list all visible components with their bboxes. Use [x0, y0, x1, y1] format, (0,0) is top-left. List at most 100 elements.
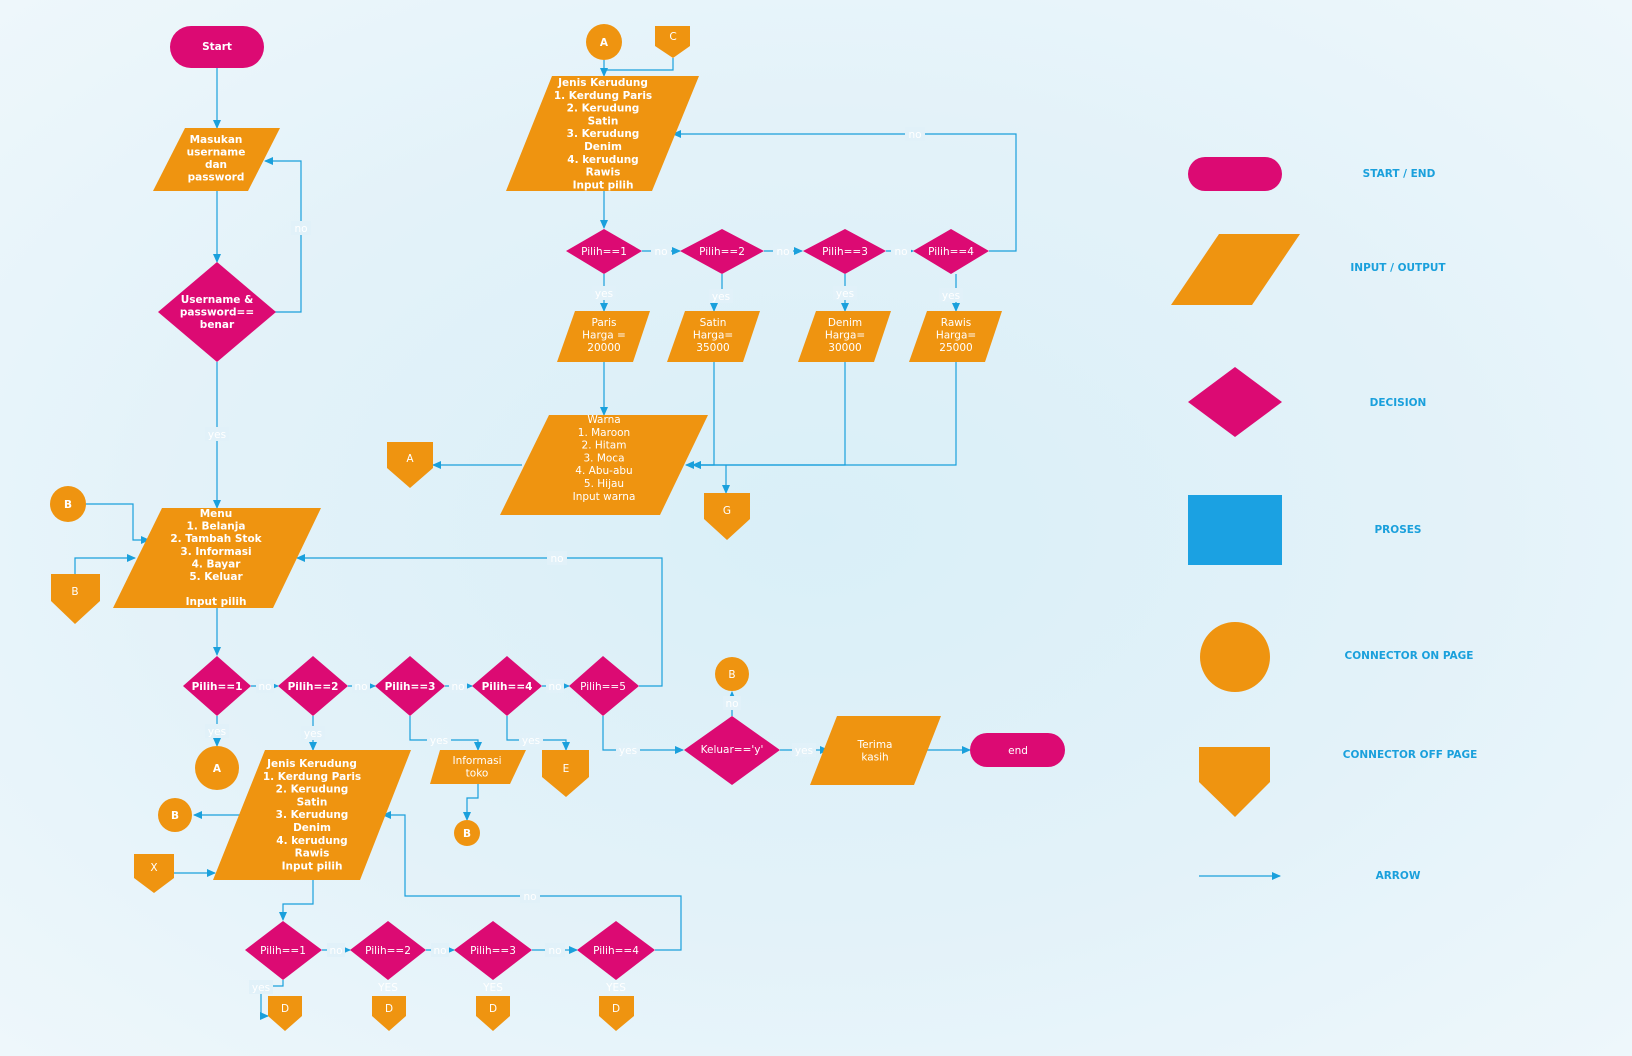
- rawis-harga-text: Rawis Harga= 25000: [936, 317, 976, 354]
- offpage-d4-label: D: [612, 1003, 620, 1015]
- label-m2-no: no: [352, 679, 370, 693]
- connector-a-menu: A: [195, 746, 239, 790]
- menu-decision-pilih1: Pilih==1: [183, 656, 251, 716]
- legend-terminal-shape: [1188, 157, 1282, 191]
- label-t2-yes: yes: [709, 289, 733, 303]
- text-line: 2. Kerudung: [276, 784, 349, 796]
- text-line: Harga=: [936, 330, 976, 342]
- login-check-decision: Username & password== benar: [158, 262, 276, 362]
- legend-connector-on-page-label: CONNECTOR ON PAGE: [1345, 650, 1474, 662]
- text-line: Username &: [181, 294, 254, 306]
- text-line: Harga =: [582, 330, 626, 342]
- stock-decision-pilih3-label: Pilih==3: [470, 945, 516, 957]
- svg-text:no: no: [550, 553, 563, 565]
- text-line: benar: [200, 319, 235, 331]
- legend-arrow-label: ARROW: [1376, 870, 1421, 882]
- terima-kasih-text: Terima kasih: [857, 739, 893, 764]
- legend-proses-label: PROSES: [1374, 524, 1421, 536]
- edge-satin-warna: [692, 362, 715, 469]
- label-keluar-yes: yes: [792, 743, 816, 757]
- start-label: Start: [202, 41, 232, 53]
- legend-decision: DECISION: [1188, 367, 1426, 437]
- denim-harga-text: Denim Harga= 30000: [825, 317, 865, 354]
- text-line: 3. Informasi: [180, 546, 251, 558]
- text-line: Satin: [700, 317, 727, 329]
- label-s2-yes: YES: [377, 982, 398, 994]
- text-line: 2. Kerudung: [567, 103, 640, 115]
- connector-b-keluar: B: [715, 657, 749, 691]
- keluar-decision: Keluar=='y': [684, 716, 780, 785]
- stock-decision-pilih4-label: Pilih==4: [593, 945, 639, 957]
- menu-decision-pilih3-label: Pilih==3: [385, 681, 436, 693]
- svg-text:no: no: [451, 681, 464, 693]
- text-line: Denim: [828, 317, 862, 329]
- login-input-text: Masukan username dan password: [187, 134, 246, 184]
- text-line: 25000: [939, 342, 972, 354]
- legend-connector-on-page: CONNECTOR ON PAGE: [1200, 622, 1473, 692]
- connector-b-info: B: [454, 820, 480, 846]
- svg-text:YES: YES: [605, 982, 626, 994]
- text-line: 5. Keluar: [189, 571, 243, 583]
- text-line: toko: [466, 768, 489, 780]
- label-m1-yes: yes: [205, 724, 229, 738]
- svg-text:yes: yes: [522, 735, 540, 747]
- paris-harga-text: Paris Harga = 20000: [582, 317, 626, 354]
- satin-harga-box: Satin Harga= 35000: [667, 311, 760, 362]
- label-m5-no: no: [547, 551, 567, 565]
- text-line: password==: [180, 307, 254, 319]
- offpage-d1: D: [268, 996, 302, 1031]
- text-line: 2. Hitam: [582, 440, 627, 452]
- text-line: 35000: [696, 342, 729, 354]
- edge-rawis-warna: [685, 362, 957, 469]
- svg-text:yes: yes: [712, 291, 730, 303]
- label-t3-no: no: [891, 244, 911, 258]
- text-line: 20000: [587, 342, 620, 354]
- legend: START / END INPUT / OUTPUT DECISION PROS…: [1171, 157, 1477, 882]
- svg-text:no: no: [354, 681, 367, 693]
- connector-b-top-label: B: [64, 499, 72, 511]
- offpage-d1-label: D: [281, 1003, 289, 1015]
- svg-text:no: no: [776, 246, 789, 258]
- keluar-decision-label: Keluar=='y': [701, 744, 764, 756]
- label-m4-no: no: [546, 679, 564, 693]
- svg-text:no: no: [433, 945, 446, 957]
- menu-input-box: Menu 1. Belanja 2. Tambah Stok 3. Informasi…: [113, 508, 321, 608]
- svg-text:yes: yes: [795, 745, 813, 757]
- offpage-g: G: [704, 493, 750, 540]
- text-line: Denim: [293, 822, 331, 834]
- text-line: dan: [205, 159, 227, 171]
- text-line: Satin: [588, 115, 619, 127]
- label-t3-yes: yes: [833, 286, 857, 300]
- label-m3-no: no: [449, 679, 467, 693]
- menu-decision-pilih1-label: Pilih==1: [192, 681, 243, 693]
- offpage-d4: D: [599, 996, 634, 1031]
- offpage-x-label: X: [150, 862, 157, 874]
- edge-m5-no-menu: [296, 554, 663, 687]
- offpage-a-warna-label: A: [406, 453, 414, 465]
- text-line: Input pilih: [282, 860, 343, 872]
- menu-input-text: Menu 1. Belanja 2. Tambah Stok 3. Informasi…: [170, 508, 262, 608]
- legend-input-output-label: INPUT / OUTPUT: [1350, 262, 1446, 274]
- label-t2-no: no: [773, 244, 793, 258]
- legend-connector-shape: [1200, 622, 1270, 692]
- top-decision-pilih1: Pilih==1: [566, 229, 642, 274]
- offpage-d3: D: [476, 996, 510, 1031]
- label-m5-yes: yes: [616, 743, 640, 757]
- label-login-yes: yes: [205, 427, 229, 441]
- legend-input-output: INPUT / OUTPUT: [1171, 234, 1446, 305]
- svg-text:no: no: [258, 681, 271, 693]
- legend-connector-off-page-label: CONNECTOR OFF PAGE: [1343, 749, 1478, 761]
- jenis-top-input-box: Jenis Kerudung 1. Kerdung Paris 2. Kerudun…: [506, 76, 699, 191]
- svg-text:YES: YES: [482, 982, 503, 994]
- text-line: kasih: [861, 752, 888, 764]
- top-decision-pilih3: Pilih==3: [803, 229, 886, 274]
- connector-a-menu-label: A: [213, 763, 222, 775]
- legend-start-end-label: START / END: [1363, 168, 1436, 180]
- menu-decision-pilih2-label: Pilih==2: [288, 681, 339, 693]
- connector-a-top-label: A: [600, 37, 609, 49]
- text-line: [214, 584, 218, 596]
- terima-kasih-box: Terima kasih: [810, 716, 941, 785]
- svg-text:yes: yes: [208, 429, 226, 441]
- menu-decision-pilih5-label: Pilih==5: [580, 681, 626, 693]
- end-terminal: end: [970, 733, 1065, 767]
